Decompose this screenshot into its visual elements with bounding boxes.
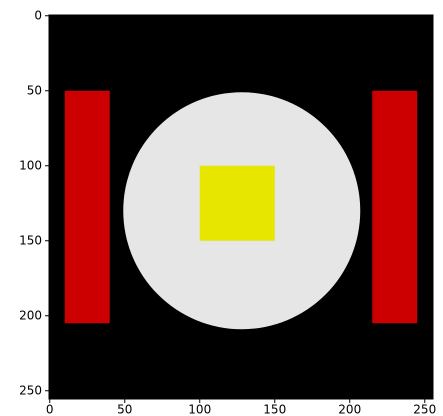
chart: 0 50 100 150 200 250 0 50 100 150 200 250: [0, 0, 443, 416]
rect-region: [65, 91, 110, 324]
x-tick-label: 0: [46, 403, 54, 416]
y-tick-label: 250: [19, 383, 42, 397]
y-tick-label: 100: [19, 158, 42, 172]
x-tick-label: 100: [188, 403, 211, 416]
x-tick-label: 50: [117, 403, 132, 416]
image-area: [49, 15, 433, 399]
y-tick-label: 0: [34, 8, 42, 22]
x-tick-label: 150: [263, 403, 286, 416]
y-tick-label: 150: [19, 233, 42, 247]
y-tick-label: 50: [27, 83, 42, 97]
y-tick-label: 200: [19, 308, 42, 322]
x-tick-label: 250: [413, 403, 436, 416]
rect-region: [200, 166, 275, 241]
rect-region: [372, 91, 417, 324]
x-tick-label: 200: [338, 403, 361, 416]
